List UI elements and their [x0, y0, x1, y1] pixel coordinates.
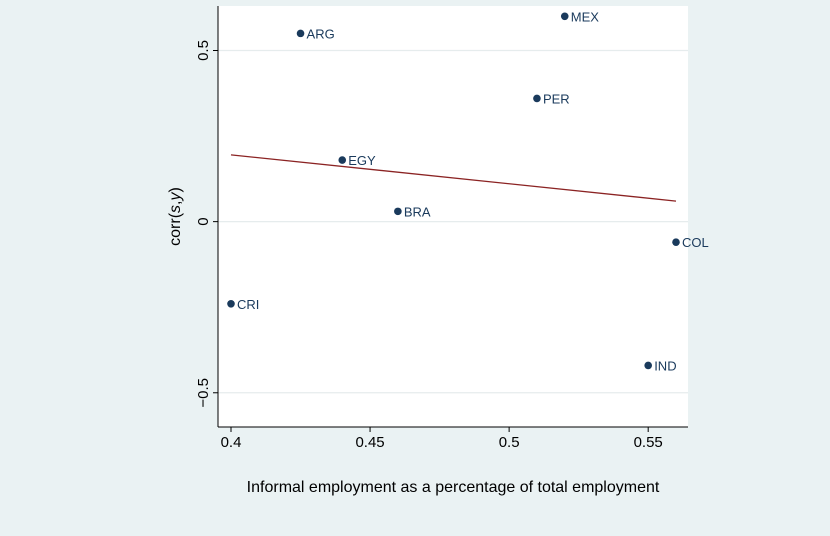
y-axis-title-part: y: [167, 191, 184, 201]
x-axis-title: Informal employment as a percentage of t…: [247, 479, 660, 496]
data-point-ind: [644, 361, 652, 370]
data-point-egy: [338, 156, 347, 164]
y-axis-title-part: corr(: [167, 212, 184, 246]
x-tick-label: 0.45: [355, 434, 384, 451]
y-tick-label: −0.5: [195, 378, 212, 408]
gridlines: [218, 49, 688, 394]
point-label-egy: EGY: [348, 153, 376, 168]
data-point-arg: [296, 29, 305, 38]
point-label-col: COL: [682, 235, 709, 250]
point-label-bra: BRA: [404, 204, 431, 219]
data-point-bra: [394, 207, 402, 216]
x-tick-label: 0.55: [634, 434, 663, 451]
y-axis-title-part: ,: [167, 200, 184, 204]
y-axis-title-part: s: [167, 205, 184, 213]
y-tick-label: 0.5: [195, 40, 212, 61]
data-points: ARG MEX PER EGY BRA COL CRI IND: [227, 9, 709, 373]
point-label-per: PER: [543, 91, 570, 106]
x-tick-label: 0.5: [499, 434, 520, 451]
y-axis-ticks: −0.5 0 0.5: [195, 40, 218, 408]
point-label-arg: ARG: [307, 26, 335, 41]
point-label-cri: CRI: [237, 297, 259, 312]
y-axis-title: corr(s,y): [167, 187, 184, 246]
data-point-col: [672, 238, 680, 246]
plot-region: [218, 6, 688, 427]
data-point-per: [533, 94, 541, 103]
x-tick-label: 0.4: [221, 434, 242, 451]
fitted-line: [230, 154, 677, 202]
point-label-ind: IND: [654, 358, 676, 373]
point-label-mex: MEX: [571, 9, 600, 24]
data-point-cri: [227, 299, 235, 308]
data-point-mex: [560, 12, 569, 21]
y-tick-label: 0: [195, 217, 212, 225]
y-axis-title-part: ): [167, 187, 184, 192]
x-axis-ticks: 0.4 0.45 0.5 0.55: [221, 427, 663, 451]
